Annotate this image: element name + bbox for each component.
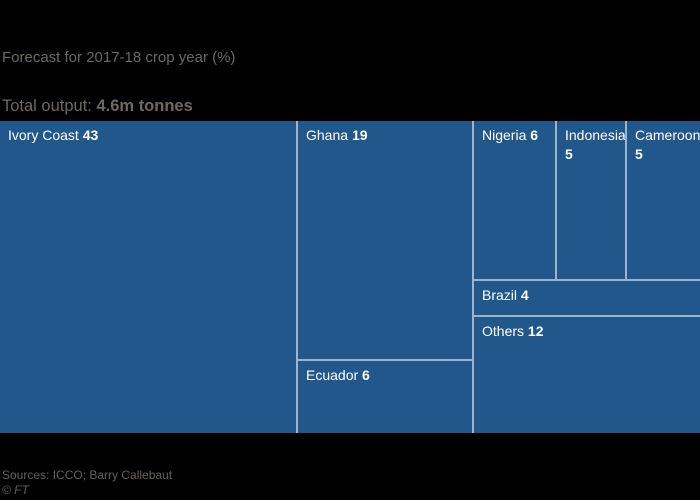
- cell-label-ecuador: Ecuador 6: [298, 361, 472, 390]
- cell-label-ghana: Ghana 19: [298, 121, 472, 150]
- treemap-cell-brazil: Brazil 4: [474, 281, 700, 315]
- ft-credit: © FT: [2, 483, 29, 497]
- treemap-cell-others: Others 12: [474, 317, 700, 433]
- chart-sources: Sources: ICCO; Barry Callebaut: [2, 468, 173, 482]
- treemap-cell-ivory-coast: Ivory Coast 43: [0, 121, 296, 433]
- cell-value: 12: [527, 323, 544, 339]
- cell-label-nigeria: Nigeria 6: [474, 121, 555, 150]
- treemap-chart: Ivory Coast 43 Ghana 19 Ecuador 6 Nigeri…: [0, 121, 700, 433]
- treemap-cell-cameroon: Cameroon 5: [627, 121, 700, 279]
- cell-value: 4: [520, 287, 529, 303]
- cell-country: Others: [482, 323, 525, 339]
- cell-label-brazil: Brazil 4: [474, 281, 700, 310]
- treemap-cell-ecuador: Ecuador 6: [298, 361, 472, 433]
- cell-country: Nigeria: [482, 127, 527, 143]
- cell-country: Cameroon: [635, 127, 700, 143]
- cell-value: 5: [635, 145, 643, 162]
- cell-label-others: Others 12: [474, 317, 700, 346]
- cell-label-indonesia: Indonesia 5: [557, 121, 625, 169]
- total-output-value: 4.6m tonnes: [96, 97, 193, 115]
- cell-label-cameroon: Cameroon 5: [627, 121, 700, 169]
- cell-country: Ghana: [306, 127, 349, 143]
- chart-subtitle: Forecast for 2017-18 crop year (%): [2, 49, 236, 66]
- cell-value: 5: [565, 145, 573, 162]
- cell-value: 43: [82, 127, 99, 143]
- cell-label-ivory-coast: Ivory Coast 43: [0, 121, 296, 150]
- cell-country: Indonesia: [565, 127, 625, 143]
- treemap-cell-ghana: Ghana 19: [298, 121, 472, 359]
- treemap-cell-indonesia: Indonesia 5: [557, 121, 625, 279]
- cell-country: Brazil: [482, 287, 518, 303]
- cell-country: Ecuador: [306, 367, 359, 383]
- cell-value: 19: [351, 127, 368, 143]
- cell-country: Ivory Coast: [8, 127, 79, 143]
- total-output-label: Total output:: [2, 97, 92, 115]
- total-output-line: Total output: 4.6m tonnes: [2, 97, 193, 117]
- cell-value: 6: [362, 367, 370, 383]
- treemap-cell-nigeria: Nigeria 6: [474, 121, 555, 279]
- cell-value: 6: [530, 127, 539, 143]
